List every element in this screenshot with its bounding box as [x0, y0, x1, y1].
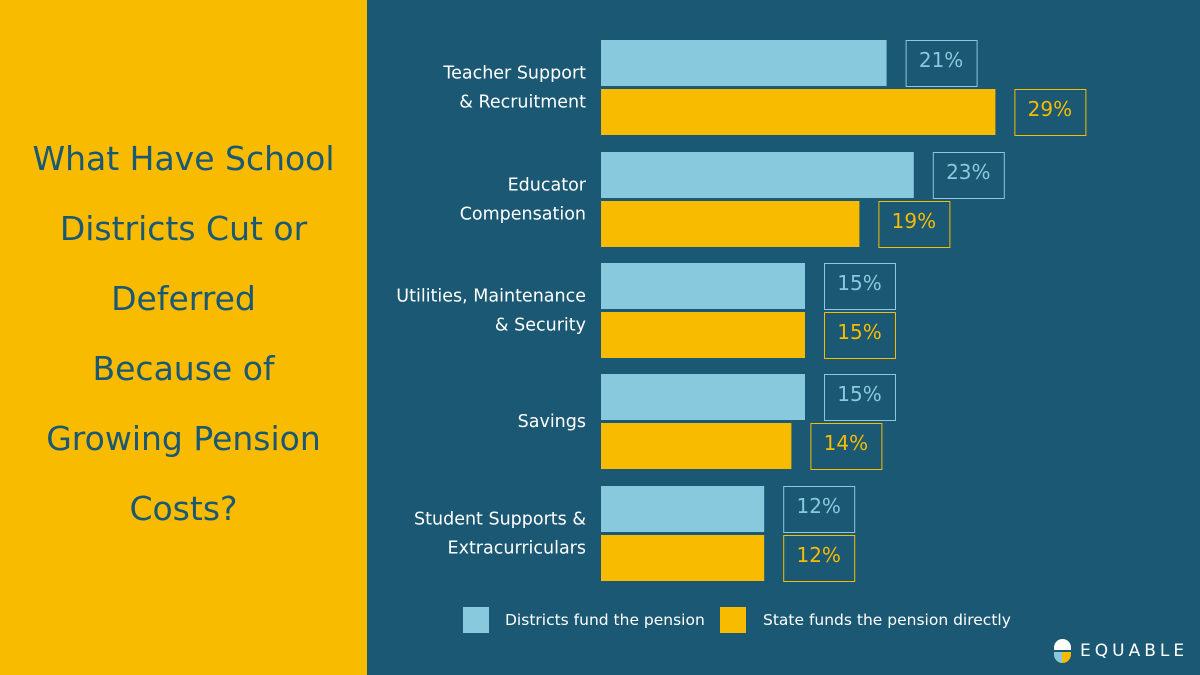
category-label: Educator — [508, 176, 587, 196]
legend-label-districts: Districts fund the pension — [505, 611, 705, 629]
category-label: Extracurriculars — [448, 539, 586, 559]
category-label: Teacher Support — [442, 64, 586, 84]
value-label-box — [878, 201, 951, 248]
title-line: Because of — [92, 349, 275, 388]
value-label: 29% — [1028, 97, 1072, 121]
value-label-box — [932, 152, 1005, 199]
state-bar — [601, 201, 860, 247]
value-label: 15% — [837, 382, 881, 406]
category-label: Utilities, Maintenance — [396, 287, 586, 307]
equable-logo-icon — [1054, 639, 1071, 663]
value-label: 15% — [837, 271, 881, 295]
state-bar — [601, 535, 765, 581]
districts-bar — [601, 374, 805, 420]
title-line: Costs? — [129, 489, 238, 528]
districts-bar — [601, 152, 914, 198]
legend-swatch-districts — [463, 607, 489, 633]
value-label: 12% — [796, 543, 840, 567]
logo-text: EQUABLE — [1080, 641, 1189, 661]
value-label: 21% — [919, 48, 963, 72]
state-bar — [601, 423, 792, 469]
value-label: 23% — [946, 160, 990, 184]
value-label: 19% — [892, 209, 936, 233]
value-label-box — [1014, 89, 1087, 136]
value-label: 12% — [796, 494, 840, 518]
title-line: Deferred — [111, 279, 256, 318]
value-label-box — [824, 374, 896, 421]
value-label-box — [905, 40, 978, 87]
category-label: Compensation — [460, 205, 586, 225]
value-label: 14% — [824, 431, 868, 455]
title-panel: What Have School Districts Cut or Deferr… — [0, 0, 367, 675]
districts-bar — [601, 263, 805, 309]
state-bar — [601, 89, 996, 135]
legend-swatch-state — [720, 607, 746, 633]
title-line: Growing Pension — [46, 419, 321, 458]
equable-logo: EQUABLE — [1053, 637, 1188, 665]
category-label: Student Supports & — [414, 510, 586, 530]
value-label-box — [810, 423, 883, 470]
chart-title: What Have School Districts Cut or Deferr… — [0, 124, 367, 544]
category-label: & Security — [495, 316, 586, 336]
title-line: Districts Cut or — [59, 209, 308, 248]
value-label-box — [783, 535, 856, 582]
legend-label-state: State funds the pension directly — [763, 611, 1011, 629]
value-label-box — [824, 263, 896, 310]
state-bar — [601, 312, 805, 358]
category-label: Savings — [518, 412, 586, 432]
value-label-box — [783, 486, 856, 533]
districts-bar — [601, 486, 765, 532]
category-label: & Recruitment — [459, 93, 586, 113]
title-line: What Have School — [32, 139, 335, 178]
districts-bar — [601, 40, 887, 86]
value-label-box — [824, 312, 896, 359]
value-label: 15% — [837, 320, 881, 344]
